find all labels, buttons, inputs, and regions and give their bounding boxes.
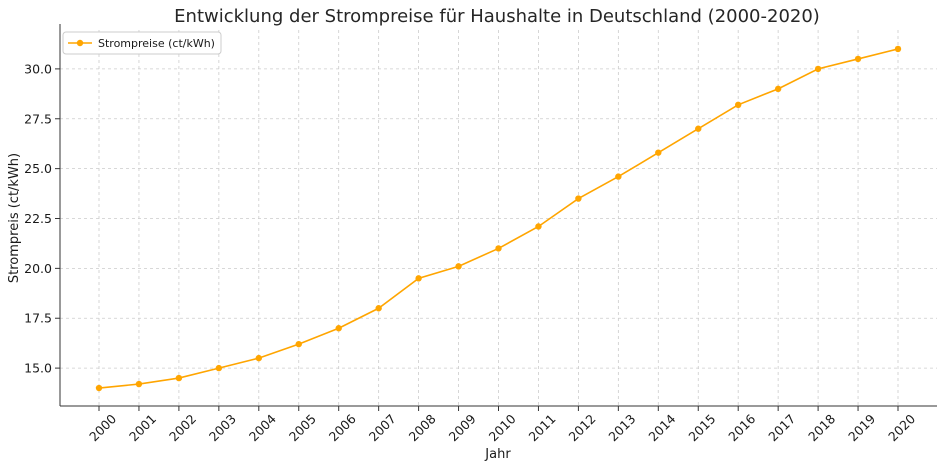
x-tick-label: 2013 bbox=[605, 411, 638, 444]
x-axis-label: Jahr bbox=[484, 447, 511, 462]
x-tick-label: 2011 bbox=[526, 411, 559, 444]
x-tick-label: 2020 bbox=[885, 411, 918, 444]
x-tick-label: 2008 bbox=[406, 411, 439, 444]
series-group bbox=[95, 45, 902, 392]
data-point bbox=[774, 85, 782, 93]
data-point bbox=[695, 125, 702, 132]
legend-label: Strompreise (ct/kWh) bbox=[98, 37, 215, 50]
data-point bbox=[335, 325, 342, 332]
legend-box bbox=[62, 31, 222, 55]
data-point bbox=[814, 65, 822, 73]
data-point bbox=[655, 149, 662, 156]
y-tick-label: 20.0 bbox=[24, 261, 52, 276]
data-point bbox=[894, 45, 902, 53]
legend: Strompreise (ct/kWh) bbox=[62, 31, 222, 55]
data-point bbox=[135, 380, 143, 388]
y-tick-label: 27.5 bbox=[24, 111, 52, 126]
x-tick-label: 2005 bbox=[286, 411, 319, 444]
data-point bbox=[495, 245, 502, 252]
x-tick-label: 2019 bbox=[845, 411, 878, 444]
data-point bbox=[95, 384, 103, 392]
data-point bbox=[455, 263, 462, 270]
x-tick-label: 2018 bbox=[805, 411, 838, 444]
grid bbox=[60, 30, 937, 406]
data-point bbox=[375, 305, 382, 312]
x-tick-label: 2003 bbox=[206, 411, 239, 444]
data-point bbox=[854, 55, 862, 63]
data-point bbox=[615, 173, 622, 180]
chart-title: Entwicklung der Strompreise für Haushalt… bbox=[174, 6, 820, 27]
y-tick-label: 22.5 bbox=[24, 211, 52, 226]
data-point bbox=[255, 354, 262, 362]
x-tick-label: 2009 bbox=[446, 411, 479, 444]
y-tick-label: 17.5 bbox=[24, 311, 52, 326]
data-point bbox=[215, 364, 223, 372]
legend-point-marker bbox=[76, 39, 84, 47]
x-tick-label: 2012 bbox=[565, 411, 598, 444]
data-point bbox=[735, 101, 742, 109]
data-point bbox=[535, 223, 542, 230]
x-tick-label: 2015 bbox=[685, 411, 718, 444]
data-point bbox=[295, 340, 302, 348]
x-axis-ticks: 2000 2001 2002 2003 2004 2005 2006 2007 2008 2009… bbox=[86, 406, 918, 444]
y-tick-label: 25.0 bbox=[24, 161, 52, 176]
data-point bbox=[175, 374, 183, 382]
x-tick-label: 2007 bbox=[366, 411, 399, 444]
x-tick-label: 2006 bbox=[326, 411, 359, 444]
y-axis-ticks: 15.0 17.5 20.0 22.5 25.0 27.5 30.0 bbox=[24, 61, 60, 376]
y-axis-label: Strompreis (ct/kWh) bbox=[7, 153, 22, 283]
x-tick-label: 2000 bbox=[86, 411, 119, 444]
x-tick-label: 2016 bbox=[725, 411, 758, 444]
x-tick-label: 2010 bbox=[486, 411, 519, 444]
x-tick-label: 2001 bbox=[126, 411, 159, 444]
x-tick-label: 2004 bbox=[246, 411, 279, 444]
x-tick-label: 2014 bbox=[645, 411, 678, 444]
y-tick-label: 15.0 bbox=[24, 361, 52, 376]
data-point bbox=[415, 275, 422, 282]
x-tick-label: 2002 bbox=[166, 411, 199, 444]
x-tick-label: 2017 bbox=[765, 411, 798, 444]
data-point bbox=[575, 195, 582, 202]
y-tick-label: 30.0 bbox=[24, 61, 52, 76]
